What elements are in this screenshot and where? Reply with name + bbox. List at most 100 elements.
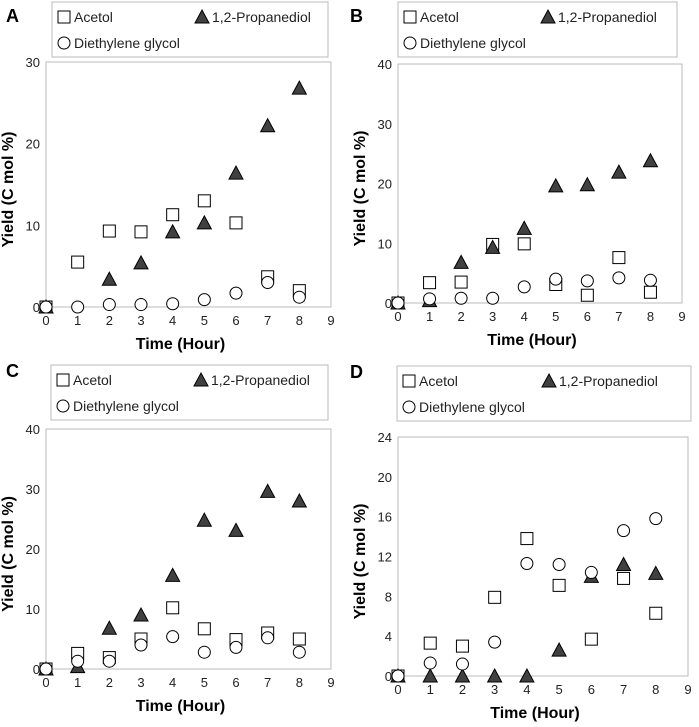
data-point: [166, 630, 180, 644]
data-point: [229, 640, 243, 654]
x-axis-title: Time (Hour): [487, 332, 576, 349]
legend-label: Diethylene glycol: [419, 399, 525, 415]
data-point: [488, 635, 502, 649]
x-tick-label: 1: [74, 313, 81, 328]
legend-marker-triangle: [540, 8, 556, 24]
data-point: [584, 632, 598, 646]
data-point: [486, 291, 500, 305]
data-point: [552, 557, 566, 571]
y-tick-label: 24: [378, 430, 392, 445]
data-point: [102, 298, 116, 312]
x-tick-label: 7: [264, 675, 271, 690]
x-tick-label: 3: [491, 682, 498, 697]
data-point: [197, 645, 211, 659]
data-point: [643, 273, 657, 287]
y-tick-label: 4: [385, 629, 392, 644]
data-point: [196, 214, 213, 230]
data-point: [454, 291, 468, 305]
legend-marker-square: [57, 10, 71, 24]
x-tick-label: 2: [457, 309, 464, 324]
y-tick-label: 8: [385, 589, 392, 604]
y-axis-title: Yield (C mol %): [352, 504, 369, 620]
data-point: [516, 220, 533, 235]
x-tick-label: 4: [169, 313, 176, 328]
data-point: [611, 164, 627, 179]
y-tick-label: 30: [26, 55, 40, 70]
series-1-2-propanediol: [390, 556, 664, 683]
data-point: [488, 590, 502, 604]
x-tick-label: 0: [42, 313, 49, 328]
legend-frame: [396, 365, 692, 422]
data-point: [649, 512, 663, 526]
x-tick-label: 4: [523, 682, 530, 697]
y-tick-label: 40: [26, 422, 40, 437]
x-tick-label: 4: [169, 675, 176, 690]
legend-marker-circle: [57, 36, 71, 50]
data-point: [552, 578, 566, 592]
x-axis-title: Time (Hour): [136, 336, 225, 353]
data-point: [102, 654, 116, 668]
legend-marker-circle: [402, 400, 416, 414]
x-tick-label: 7: [264, 313, 271, 328]
data-point: [580, 274, 594, 288]
y-tick-label: 0: [385, 669, 392, 684]
y-tick-label: 0: [33, 300, 40, 315]
x-tick-label: 8: [296, 313, 303, 328]
data-point: [197, 622, 211, 636]
data-point: [520, 532, 534, 546]
y-tick-label: 20: [26, 542, 40, 557]
data-point: [423, 292, 437, 306]
x-tick-label: 9: [327, 313, 334, 328]
data-point: [617, 524, 631, 538]
data-point: [134, 225, 148, 239]
data-point: [259, 483, 276, 498]
data-point: [617, 571, 631, 585]
x-tick-label: 8: [652, 682, 659, 697]
legend-label: Acetol: [74, 9, 113, 25]
y-axis-title: Yield (C mol %): [0, 496, 17, 612]
data-point: [292, 632, 306, 646]
data-point: [39, 300, 53, 314]
legend-label: Acetol: [419, 373, 458, 389]
data-point: [133, 606, 149, 622]
x-tick-label: 5: [552, 309, 559, 324]
data-point: [71, 255, 85, 269]
legend-marker-circle: [56, 399, 70, 413]
panel-letter: C: [6, 361, 19, 381]
data-point: [612, 251, 626, 265]
y-axis-title: Yield (C mol %): [352, 131, 369, 247]
data-point: [164, 567, 181, 582]
legend-marker-circle: [403, 36, 417, 50]
x-tick-label: 8: [296, 675, 303, 690]
data-point: [166, 297, 180, 311]
data-point: [455, 657, 469, 671]
x-axis-title: Time (Hour): [490, 705, 579, 722]
series-acetol: [39, 194, 306, 314]
data-point: [453, 254, 469, 269]
data-point: [517, 237, 531, 251]
legend: Acetol 1,2-Propanediol Diethylene glycol: [397, 1, 678, 58]
series-diethylene-glycol: [39, 630, 306, 676]
x-tick-label: 9: [327, 675, 334, 690]
data-point: [292, 290, 306, 304]
data-point: [615, 556, 632, 571]
data-point: [647, 565, 664, 580]
legend: Acetol 1,2-Propanediol Diethylene glycol: [51, 1, 329, 58]
x-tick-label: 3: [137, 313, 144, 328]
data-point: [71, 300, 85, 314]
data-point: [454, 275, 468, 289]
x-tick-label: 6: [232, 313, 239, 328]
y-tick-label: 40: [378, 57, 392, 72]
x-tick-label: 1: [74, 675, 81, 690]
y-tick-label: 20: [26, 137, 40, 152]
legend-label: Acetol: [73, 372, 112, 388]
legend: Acetol 1,2-Propanediol Diethylene glycol: [50, 364, 329, 421]
legend-label: Acetol: [420, 9, 459, 25]
data-point: [134, 298, 148, 312]
x-tick-label: 0: [394, 682, 401, 697]
legend-label: Diethylene glycol: [73, 398, 179, 414]
y-tick-label: 10: [26, 218, 40, 233]
data-point: [102, 224, 116, 238]
x-tick-label: 6: [584, 309, 591, 324]
data-point: [455, 639, 469, 653]
